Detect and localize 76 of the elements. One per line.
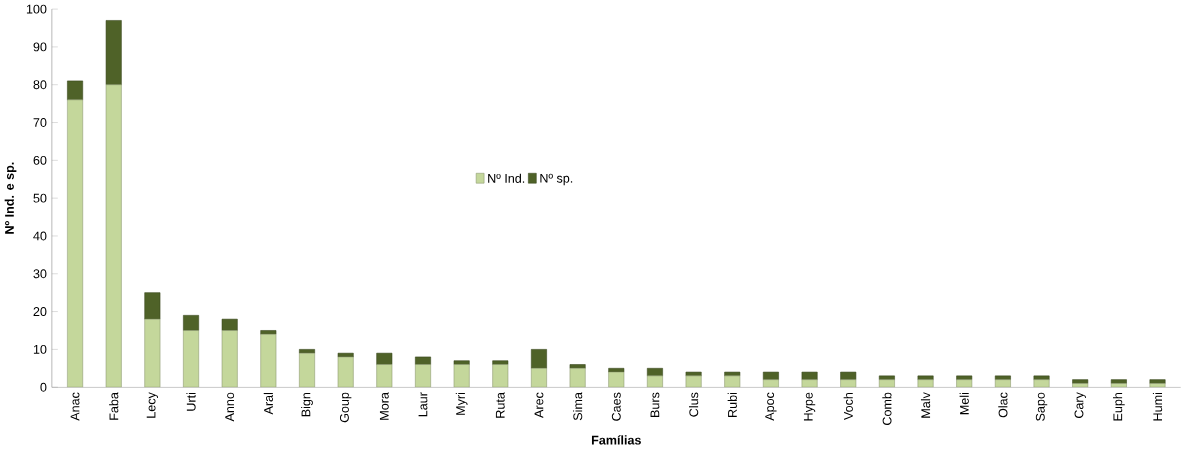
- bar: [801, 371, 818, 380]
- x-tick-label: Caes: [611, 392, 621, 421]
- y-axis-title: Nº Ind. e sp.: [4, 162, 17, 234]
- x-tick-label: Cary: [1074, 392, 1086, 418]
- y-tick-label: 40: [33, 231, 47, 241]
- x-tick-label: Comb: [882, 392, 892, 425]
- x-tick-label: Sima: [573, 392, 583, 421]
- x-tick-label: Anno: [225, 392, 235, 422]
- x-tick-label: Hype: [803, 392, 816, 421]
- x-tick-label: Anac: [70, 392, 80, 421]
- x-tick-label: Myri: [455, 392, 468, 415]
- x-tick-label: Faba: [109, 392, 119, 420]
- y-tick-label: 0: [40, 382, 47, 392]
- y-tick-label: 70: [33, 117, 47, 127]
- bar: [1072, 379, 1089, 384]
- y-tick-label: 80: [33, 80, 47, 90]
- bar: [299, 349, 315, 354]
- x-tick-label: Ruta: [495, 392, 505, 418]
- bar: [1110, 379, 1127, 384]
- bar: [144, 318, 161, 388]
- bar: [917, 375, 934, 380]
- bar: [67, 80, 84, 101]
- x-tick-label: Apoc: [765, 392, 777, 421]
- x-tick-label: Lecy: [146, 392, 158, 418]
- legend-label: Nº sp.: [540, 173, 573, 186]
- x-tick-label: Rubi: [727, 392, 737, 417]
- x-tick-label: Euph: [1113, 392, 1125, 421]
- bar: [260, 333, 277, 388]
- x-tick-label: Urti: [186, 392, 196, 411]
- bar: [724, 371, 741, 377]
- x-tick-label: Malv: [920, 392, 931, 418]
- y-tick-label: 30: [33, 269, 47, 279]
- bar: [260, 330, 277, 335]
- legend-label: Nº Ind.: [488, 173, 525, 183]
- y-tick-label: 10: [33, 344, 47, 354]
- x-tick-label: Olac: [998, 392, 1008, 418]
- bar: [105, 84, 122, 388]
- bar: [762, 371, 779, 380]
- y-tick-label: 100: [26, 4, 47, 14]
- x-tick-label: Burs: [650, 392, 660, 417]
- bar: [415, 356, 431, 365]
- bar: [221, 318, 238, 331]
- x-tick-label: Meli: [959, 392, 969, 415]
- x-tick-label: Arec: [534, 392, 544, 418]
- x-tick-label: Clus: [688, 392, 699, 417]
- x-tick-label: Voch: [843, 392, 853, 420]
- x-tick-label: Goup: [339, 392, 352, 423]
- bar: [67, 99, 84, 388]
- y-tick-label: 90: [33, 42, 47, 52]
- bar: [878, 375, 895, 380]
- bar: [144, 292, 161, 320]
- bar: [183, 314, 199, 331]
- x-axis-title: Famílias: [591, 435, 641, 445]
- x-tick-label: Humi: [1152, 392, 1163, 421]
- bar: [531, 349, 547, 369]
- x-tick-label: Sapo: [1035, 392, 1048, 421]
- x-tick-label: Aral: [263, 392, 273, 415]
- bar: [685, 371, 702, 377]
- bar: [376, 352, 393, 365]
- bar: [105, 20, 122, 85]
- bar: [221, 330, 238, 388]
- bar: [956, 375, 973, 380]
- bar: [1149, 379, 1166, 384]
- y-tick-label: 50: [33, 193, 47, 203]
- bar: [994, 375, 1011, 380]
- x-tick-label: Laur: [418, 392, 428, 417]
- bar: [840, 371, 857, 380]
- y-tick-label: 20: [33, 307, 47, 316]
- bar: [1033, 375, 1050, 380]
- x-tick-label: Mora: [379, 392, 389, 420]
- bar: [183, 330, 199, 388]
- bar: [453, 360, 470, 365]
- bar: [569, 364, 586, 369]
- bar: [492, 360, 509, 365]
- y-tick-label: 60: [33, 155, 47, 165]
- x-tick-label: Bign: [301, 392, 313, 417]
